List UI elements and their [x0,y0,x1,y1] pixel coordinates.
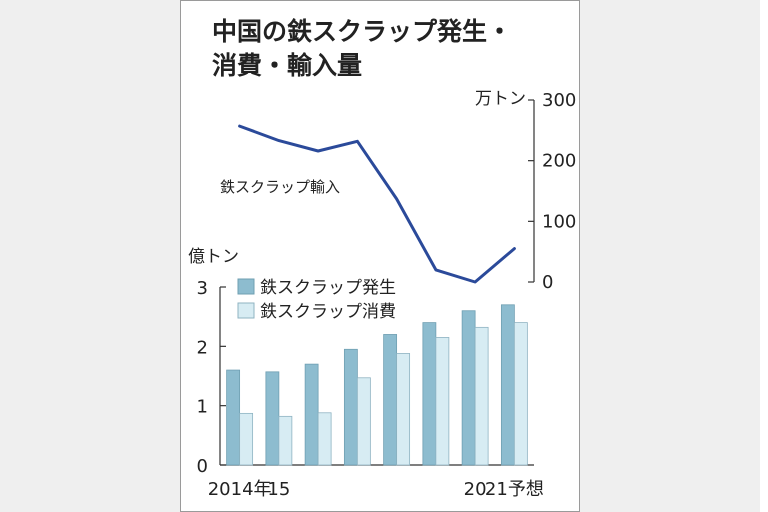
legend-label-consumption: 鉄スクラップ消費 [260,302,396,322]
line-unit-label: 万トン [475,89,526,109]
line-y-tick-label: 100 [542,211,576,232]
left-margin [0,0,180,512]
chart-title-line-2: 消費・輸入量 [212,51,362,80]
bar-y-tick-label: 0 [197,456,208,477]
bar-generation [304,363,319,466]
bar-consumption [435,337,450,466]
bar-unit-label: 億トン [188,247,239,267]
legend-swatch-consumption [237,302,255,319]
bar-generation [265,371,280,466]
x-tick-label: 2014年 [208,479,272,500]
x-tick-label: 20 [464,479,487,500]
bar-consumption [396,353,411,466]
legend-swatch-generation [237,278,255,295]
bar-legend: 鉄スクラップ発生 鉄スクラップ消費 [237,278,396,322]
legend-label-generation: 鉄スクラップ発生 [260,278,396,298]
line-y-tick-label: 300 [542,90,576,111]
bar-consumption [356,377,371,466]
bar-y-tick-label: 2 [197,337,208,358]
bar-generation [422,322,437,466]
bar-generation [461,310,476,466]
right-margin [580,0,760,512]
x-tick-label: 21予想 [485,479,544,500]
bar-y-tick-label: 3 [197,278,208,299]
bar-generation [343,348,358,466]
bar-consumption [317,412,332,466]
import-line [238,124,516,284]
bar-generation [226,369,241,466]
line-series-label: 鉄スクラップ輸入 [220,178,340,196]
bar-consumption [513,322,528,466]
bar-consumption [278,415,293,466]
line-y-tick-label: 200 [542,151,576,172]
bar-consumption [239,412,254,466]
line-y-tick-label: 0 [542,272,553,293]
chart-title-line-1: 中国の鉄スクラップ発生・ [212,17,512,46]
chart-panel: 中国の鉄スクラップ発生・ 消費・輸入量 万トン 300 200 100 0 鉄スクラッ… [180,0,580,512]
bar-generation [500,304,515,466]
x-tick-label: 15 [267,479,290,500]
bar-y-tick-label: 1 [197,397,208,418]
bar-generation [383,334,398,466]
bar-consumption [474,326,489,466]
